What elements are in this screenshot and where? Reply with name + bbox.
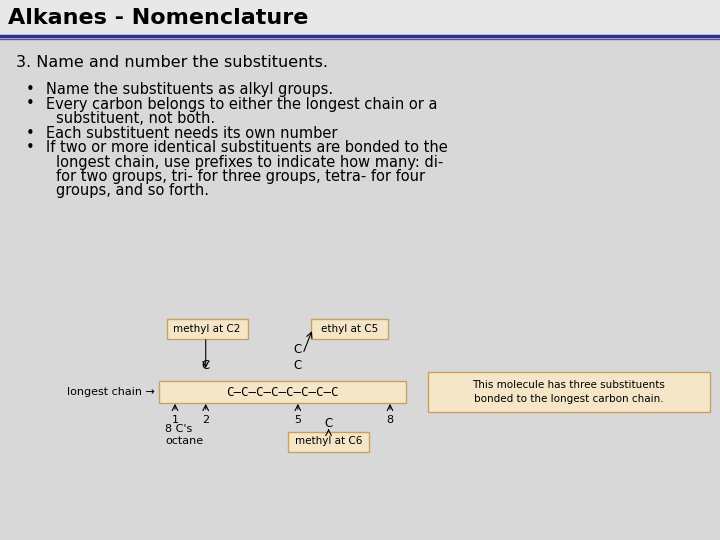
- Text: If two or more identical substituents are bonded to the: If two or more identical substituents ar…: [46, 140, 448, 155]
- Text: •: •: [26, 125, 35, 140]
- Text: C: C: [202, 359, 210, 372]
- Text: 8 C's
octane: 8 C's octane: [165, 424, 203, 447]
- Text: Every carbon belongs to either the longest chain or a: Every carbon belongs to either the longe…: [46, 97, 438, 111]
- Text: 2: 2: [202, 415, 210, 425]
- Text: 5: 5: [294, 415, 302, 425]
- Text: •: •: [26, 140, 35, 155]
- Text: C: C: [325, 417, 333, 430]
- Text: methyl at C6: methyl at C6: [295, 436, 362, 447]
- Text: longest chain →: longest chain →: [67, 387, 155, 397]
- Text: C: C: [294, 343, 302, 356]
- Text: 1: 1: [171, 415, 179, 425]
- FancyBboxPatch shape: [166, 319, 248, 339]
- Text: C: C: [294, 359, 302, 372]
- FancyBboxPatch shape: [428, 372, 710, 412]
- Text: 3. Name and number the substituents.: 3. Name and number the substituents.: [16, 55, 328, 70]
- Text: groups, and so forth.: groups, and so forth.: [56, 184, 209, 199]
- Text: for two groups, tri- for three groups, tetra- for four: for two groups, tri- for three groups, t…: [56, 169, 425, 184]
- Text: 8: 8: [387, 415, 394, 425]
- Text: methyl at C2: methyl at C2: [174, 323, 240, 334]
- FancyBboxPatch shape: [159, 381, 406, 403]
- FancyBboxPatch shape: [311, 319, 388, 339]
- Text: longest chain, use prefixes to indicate how many: di-: longest chain, use prefixes to indicate …: [56, 154, 444, 170]
- Text: C–C–C–C–C–C–C–C: C–C–C–C–C–C–C–C: [226, 386, 338, 399]
- Text: substituent, not both.: substituent, not both.: [56, 111, 215, 126]
- Text: This molecule has three substituents
bonded to the longest carbon chain.: This molecule has three substituents bon…: [472, 380, 665, 404]
- Text: •: •: [26, 82, 35, 97]
- Text: Name the substituents as alkyl groups.: Name the substituents as alkyl groups.: [46, 82, 333, 97]
- Text: Alkanes - Nomenclature: Alkanes - Nomenclature: [8, 8, 308, 28]
- FancyBboxPatch shape: [288, 431, 369, 451]
- Text: •: •: [26, 97, 35, 111]
- FancyBboxPatch shape: [0, 0, 720, 36]
- Text: Each substituent needs its own number: Each substituent needs its own number: [46, 125, 338, 140]
- Text: ethyl at C5: ethyl at C5: [321, 323, 379, 334]
